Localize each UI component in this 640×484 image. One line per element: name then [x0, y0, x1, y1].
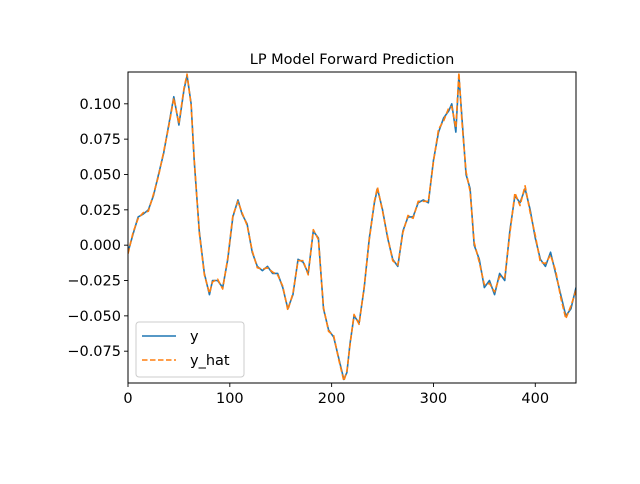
y-tick-label: 0.075 [79, 132, 121, 148]
x-tick-label: 0 [123, 391, 132, 407]
x-tick-label: 400 [521, 391, 549, 407]
y-tick-label: −0.025 [67, 274, 121, 290]
x-tick-label: 300 [420, 391, 448, 407]
chart-title: LP Model Forward Prediction [250, 52, 455, 68]
y-tick-label: 0.025 [79, 203, 121, 219]
y-tick-label: 0.000 [79, 238, 121, 254]
y-tick-label: −0.075 [67, 344, 121, 360]
series-line-y-hat [128, 72, 576, 382]
plot-area [128, 72, 576, 382]
y-tick-label: 0.100 [79, 97, 121, 113]
x-axis: 0 100 200 300 400 [123, 383, 549, 407]
x-tick-label: 100 [216, 391, 244, 407]
legend: y y_hat [135, 321, 245, 378]
y-tick-label: −0.050 [67, 309, 121, 325]
y-axis: −0.075 −0.050 −0.025 0.000 0.025 0.050 0.075 0.… [67, 97, 128, 360]
y-tick-label: 0.050 [79, 167, 121, 183]
legend-label-y: y [190, 329, 199, 345]
plot-frame [127, 71, 577, 384]
x-tick-label: 200 [318, 391, 346, 407]
legend-label-y-hat: y_hat [190, 353, 230, 369]
